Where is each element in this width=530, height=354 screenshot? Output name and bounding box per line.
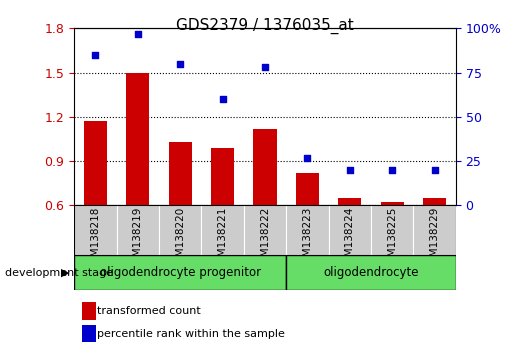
Text: development stage: development stage xyxy=(5,268,113,278)
Point xyxy=(176,61,184,67)
Bar xyxy=(286,205,329,255)
Bar xyxy=(329,205,371,255)
Bar xyxy=(381,202,404,205)
Text: percentile rank within the sample: percentile rank within the sample xyxy=(97,329,285,338)
Bar xyxy=(413,205,456,255)
Bar xyxy=(117,205,159,255)
Bar xyxy=(423,198,446,205)
Point xyxy=(430,167,439,173)
Text: GSM138219: GSM138219 xyxy=(133,206,143,270)
Bar xyxy=(159,205,201,255)
Text: GSM138223: GSM138223 xyxy=(303,206,312,270)
Bar xyxy=(169,142,192,205)
Bar xyxy=(253,129,277,205)
Text: GSM138218: GSM138218 xyxy=(91,206,100,270)
Bar xyxy=(296,173,319,205)
Point xyxy=(91,52,100,58)
Bar xyxy=(201,205,244,255)
Bar xyxy=(126,73,149,205)
Text: GSM138225: GSM138225 xyxy=(387,206,397,270)
Bar xyxy=(84,121,107,205)
Bar xyxy=(82,325,95,342)
Bar xyxy=(74,255,286,290)
Point xyxy=(261,64,269,70)
Bar xyxy=(371,205,413,255)
Point xyxy=(303,155,312,160)
Point xyxy=(134,31,142,36)
Text: GSM138221: GSM138221 xyxy=(218,206,227,270)
Bar xyxy=(244,205,286,255)
Bar xyxy=(74,205,117,255)
Bar xyxy=(211,148,234,205)
Text: oligodendrocyte progenitor: oligodendrocyte progenitor xyxy=(100,266,261,279)
Text: transformed count: transformed count xyxy=(97,306,201,316)
Text: oligodendrocyte: oligodendrocyte xyxy=(323,266,419,279)
Text: GSM138229: GSM138229 xyxy=(430,206,439,270)
Point xyxy=(218,96,227,102)
Point xyxy=(388,167,396,173)
Bar xyxy=(286,255,456,290)
Text: GSM138220: GSM138220 xyxy=(175,206,185,269)
Text: GSM138224: GSM138224 xyxy=(345,206,355,270)
Bar xyxy=(82,302,95,320)
Point xyxy=(346,167,354,173)
Text: ▶: ▶ xyxy=(61,268,69,278)
Text: GSM138222: GSM138222 xyxy=(260,206,270,270)
Bar xyxy=(338,198,361,205)
Text: GDS2379 / 1376035_at: GDS2379 / 1376035_at xyxy=(176,18,354,34)
